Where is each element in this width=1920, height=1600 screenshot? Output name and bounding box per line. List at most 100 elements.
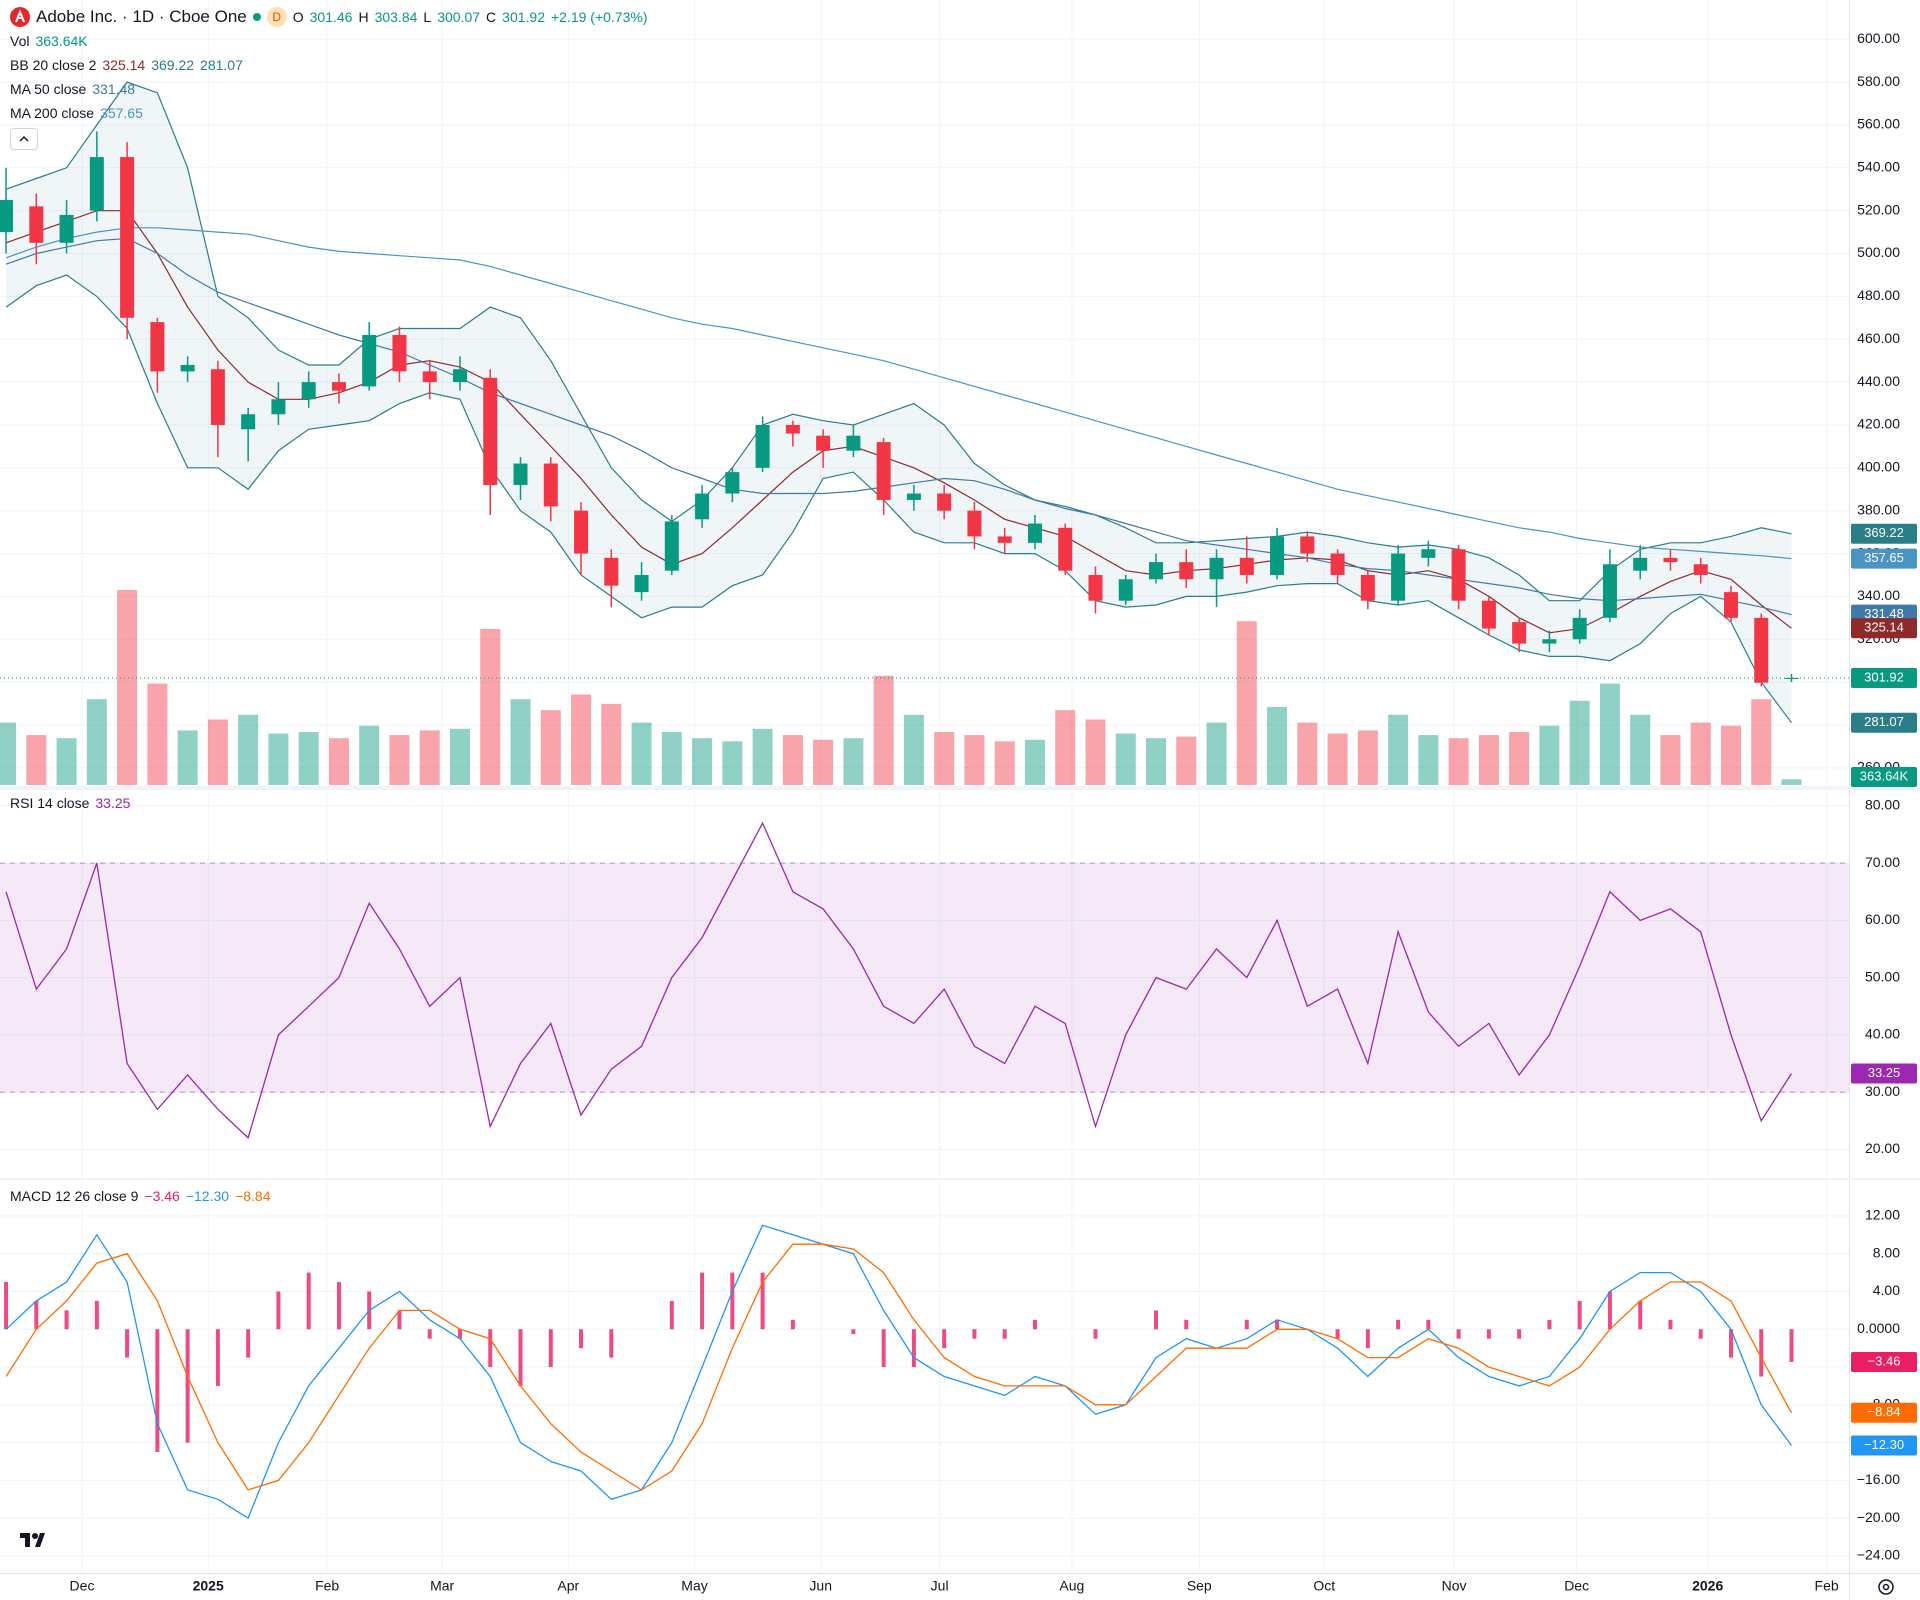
candle-body bbox=[1481, 600, 1496, 629]
macd-histogram-bar bbox=[125, 1329, 130, 1358]
candle-body bbox=[89, 157, 104, 211]
candle-body bbox=[150, 322, 165, 372]
macd-histogram-bar bbox=[1365, 1329, 1370, 1349]
collapse-button[interactable] bbox=[10, 128, 38, 150]
rsi-line bbox=[5, 821, 1793, 1140]
macd-histogram-bar bbox=[669, 1300, 674, 1330]
candle-body bbox=[1149, 562, 1164, 580]
x-tick-label: Feb bbox=[1815, 1578, 1839, 1594]
histogram-badge-bg bbox=[1851, 1351, 1917, 1372]
candle-body bbox=[452, 369, 467, 383]
macd-histogram-bar bbox=[488, 1329, 493, 1368]
macd-histogram-bar bbox=[1275, 1319, 1280, 1330]
candle-body bbox=[1027, 523, 1042, 543]
legend-name: MA 50 close bbox=[10, 81, 87, 97]
candle-body bbox=[29, 206, 44, 243]
macd-histogram-bar bbox=[911, 1329, 916, 1368]
legend-name: BB 20 close 2 bbox=[10, 57, 97, 73]
last-price-badge-bg bbox=[1851, 668, 1917, 689]
y-tick-label: 12.00 bbox=[1865, 1207, 1900, 1223]
y-tick-label: 480.00 bbox=[1857, 287, 1900, 303]
candle-body bbox=[1179, 562, 1194, 580]
settings-icon[interactable] bbox=[1878, 1579, 1894, 1595]
volume-bar bbox=[1448, 738, 1469, 785]
macd-histogram-bar bbox=[4, 1282, 9, 1330]
signal-line bbox=[5, 1243, 1793, 1491]
x-tick-label: May bbox=[681, 1578, 707, 1594]
macd-histogram-bar bbox=[1093, 1329, 1098, 1339]
x-tick-label: Oct bbox=[1313, 1578, 1335, 1594]
candle-body bbox=[1058, 527, 1073, 571]
macd-histogram-bar bbox=[94, 1300, 99, 1330]
candle-body bbox=[180, 364, 195, 372]
volume-bar bbox=[1751, 699, 1772, 785]
macd-histogram-bar bbox=[609, 1329, 614, 1358]
ohlc-value: 303.84 bbox=[374, 9, 418, 25]
y-tick-label: 20.00 bbox=[1865, 1140, 1900, 1156]
macd-histogram-bar bbox=[851, 1329, 856, 1334]
volume-bar bbox=[0, 722, 17, 785]
volume-badge: 363.64K bbox=[1860, 768, 1909, 783]
volume-bar bbox=[1357, 730, 1378, 785]
ma-badge-bg bbox=[1851, 548, 1917, 569]
volume-bar bbox=[56, 738, 77, 785]
volume-bar bbox=[1176, 736, 1197, 785]
candle-body bbox=[604, 557, 619, 586]
symbol-logo bbox=[10, 7, 30, 27]
rsi-badge: 33.25 bbox=[1868, 1065, 1901, 1080]
volume-bar bbox=[1146, 738, 1167, 785]
signal-badge: −8.84 bbox=[1868, 1404, 1901, 1419]
candle-body bbox=[1542, 639, 1557, 644]
x-tick-label: Jul bbox=[931, 1578, 949, 1594]
candle-body bbox=[483, 377, 498, 485]
volume-bar bbox=[480, 629, 501, 785]
legend-name: Vol bbox=[10, 33, 30, 49]
legend-name: RSI 14 close bbox=[10, 795, 90, 811]
candle-body bbox=[513, 463, 528, 485]
y-tick-label: 600.00 bbox=[1857, 30, 1900, 46]
candle-body bbox=[543, 463, 558, 507]
candle-body bbox=[271, 399, 286, 415]
macd-histogram-bar bbox=[1426, 1319, 1431, 1330]
macd-histogram-bar bbox=[1668, 1319, 1673, 1330]
volume-bar bbox=[1509, 731, 1530, 785]
y-tick-label: 0.0000 bbox=[1857, 1320, 1900, 1336]
legend-value: 33.25 bbox=[95, 795, 131, 811]
macd-legend: MACD 12 26 close 9 −3.46 −12.30 −8.84 bbox=[10, 1186, 271, 1206]
tv-logo bbox=[20, 1533, 45, 1547]
ohlc-value: 301.46 bbox=[309, 9, 353, 25]
candle-body bbox=[906, 493, 921, 500]
macd-histogram-bar bbox=[336, 1282, 341, 1330]
y-tick-label: 380.00 bbox=[1857, 501, 1900, 517]
candle-body bbox=[1663, 557, 1678, 563]
legend-value: 331.48 bbox=[92, 81, 136, 97]
bb-lower-badge-bg bbox=[1851, 712, 1917, 733]
candle-body bbox=[1270, 536, 1285, 575]
candle-body bbox=[0, 199, 14, 233]
volume-bar bbox=[1478, 735, 1499, 785]
volume-bar bbox=[1236, 621, 1257, 785]
candle-body bbox=[1784, 678, 1799, 680]
macd-histogram-bar bbox=[306, 1272, 311, 1330]
candle-body bbox=[1360, 574, 1375, 601]
macd-histogram-bar bbox=[881, 1329, 886, 1368]
legend-value: −8.84 bbox=[235, 1188, 271, 1204]
legend-value: 325.14 bbox=[102, 57, 146, 73]
y-tick-label: 500.00 bbox=[1857, 244, 1900, 260]
rsi-band bbox=[0, 863, 1849, 1093]
volume-bar bbox=[601, 703, 622, 785]
macd-histogram-bar bbox=[34, 1300, 39, 1330]
candle-body bbox=[331, 382, 346, 391]
macd-histogram-bar bbox=[276, 1291, 281, 1330]
ma200-legend: MA 200 close 357.65 bbox=[10, 103, 143, 123]
macd-histogram-bar bbox=[1486, 1329, 1491, 1339]
macd-histogram-bar bbox=[1759, 1329, 1764, 1377]
macd-histogram-bar bbox=[1244, 1319, 1249, 1330]
macd-histogram-bar bbox=[700, 1272, 705, 1330]
candle-body bbox=[362, 334, 377, 387]
y-tick-label: 560.00 bbox=[1857, 116, 1900, 132]
volume-bar bbox=[692, 738, 713, 785]
macd-histogram-bar bbox=[1728, 1329, 1733, 1358]
candle-body bbox=[1602, 564, 1617, 618]
change-label: +2.19 (+0.73%) bbox=[550, 9, 648, 25]
